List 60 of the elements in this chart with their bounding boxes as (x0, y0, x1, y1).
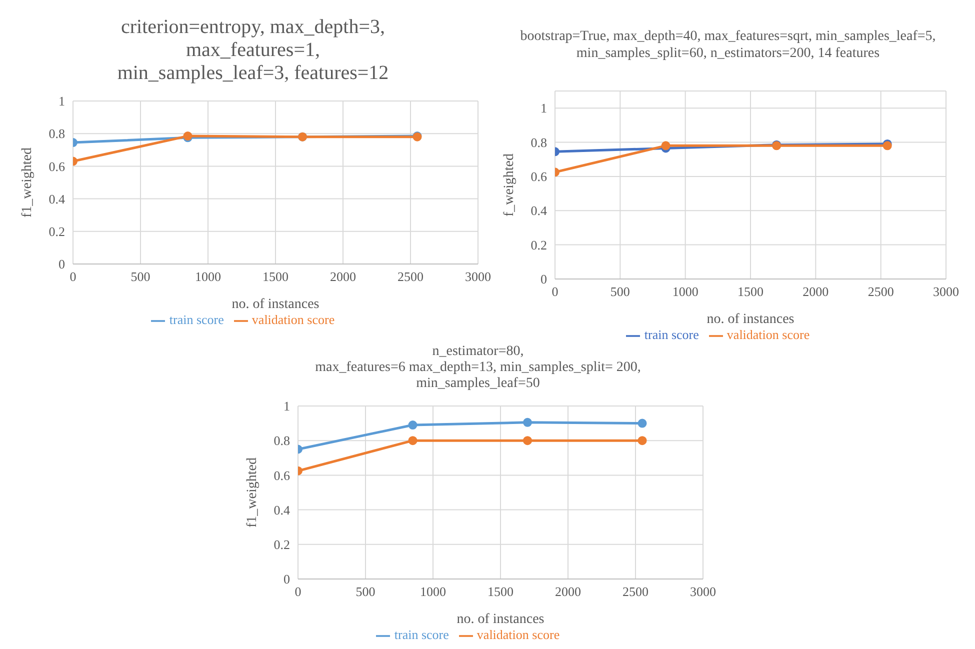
y-tick-label: 0.2 (530, 237, 547, 252)
point (661, 141, 670, 150)
x-tick-label: 1000 (672, 284, 698, 300)
point (523, 436, 532, 446)
y-tick-label: 0.8 (274, 433, 290, 448)
point (408, 420, 418, 430)
x-tick-label: 500 (130, 269, 150, 284)
y-tick-label: 0.6 (530, 169, 548, 184)
x-tick-label: 1500 (488, 584, 514, 600)
y-tick-label: 0.8 (48, 126, 65, 142)
y-tick-label: 0.2 (48, 224, 65, 240)
x-tick-label: 2500 (622, 584, 648, 600)
x-tick-label: 2000 (555, 584, 581, 600)
x-tick-label: 0 (70, 269, 76, 284)
y-tick-label: 0 (284, 572, 290, 587)
y-tick-label: 0.4 (48, 191, 66, 206)
x-axis-title: no. of instances (232, 296, 320, 312)
y-tick-label: 0.8 (530, 134, 547, 150)
x-axis-title: no. of instances (706, 312, 794, 327)
point (638, 418, 647, 428)
x-tick-label: 3000 (465, 269, 491, 284)
y-tick-label: 0 (58, 256, 65, 272)
x-tick-label: 500 (610, 284, 630, 300)
point (408, 436, 418, 446)
y-axis-title: f1_weighted (20, 148, 35, 218)
chart-title: criterion=entropy, max_depth=3, max_features=1, min_samples_leaf=3, features=12 (116, 16, 390, 85)
y-tick-label: 0.4 (530, 203, 548, 218)
point (523, 418, 532, 427)
y-tick-label: 0.6 (48, 158, 66, 174)
x-tick-label: 3000 (933, 284, 959, 300)
chart-title: bootstrap=True, max_depth=40, max_features=sqrt, min_samples_leaf=5, min_samples_split=60, n_estimators=200, 14 features (519, 29, 937, 62)
y-axis-title: f1_weighted (244, 458, 260, 528)
x-axis-title: no. of instances (456, 612, 544, 627)
y-tick-label: 0.6 (274, 468, 290, 483)
x-tick-label: 500 (356, 584, 376, 600)
x-tick-label: 1500 (262, 269, 288, 284)
x-tick-label: 3000 (690, 584, 716, 600)
y-tick-label: 1 (58, 94, 65, 109)
y-tick-label: 1 (540, 100, 547, 116)
x-tick-label: 1500 (738, 284, 764, 300)
x-tick-label: 2000 (802, 284, 829, 300)
x-tick-label: 2500 (398, 269, 424, 284)
y-tick-label: 1 (284, 398, 290, 414)
chart-title: n_estimator=80, max_features=6 max_depth=13, min_samples_split= 200, min_samples_leaf=50 (314, 344, 642, 392)
legend-label: validation score (252, 312, 335, 327)
legend-label: train score (169, 312, 224, 327)
legend-label: validation score (726, 326, 810, 342)
x-tick-label: 1000 (195, 269, 221, 284)
y-tick-label: 0.2 (274, 537, 290, 552)
x-tick-label: 2000 (330, 269, 356, 284)
x-tick-label: 0 (552, 284, 558, 300)
x-tick-label: 1000 (420, 584, 446, 600)
legend-label: train score (644, 326, 699, 342)
x-tick-label: 0 (294, 584, 302, 600)
legend-label: validation score (476, 626, 560, 642)
point (638, 436, 647, 446)
y-tick-label: 0.4 (274, 502, 290, 518)
legend-label: train score (394, 626, 449, 642)
x-tick-label: 2500 (868, 284, 894, 300)
y-axis-title: f_weighted (502, 154, 517, 216)
